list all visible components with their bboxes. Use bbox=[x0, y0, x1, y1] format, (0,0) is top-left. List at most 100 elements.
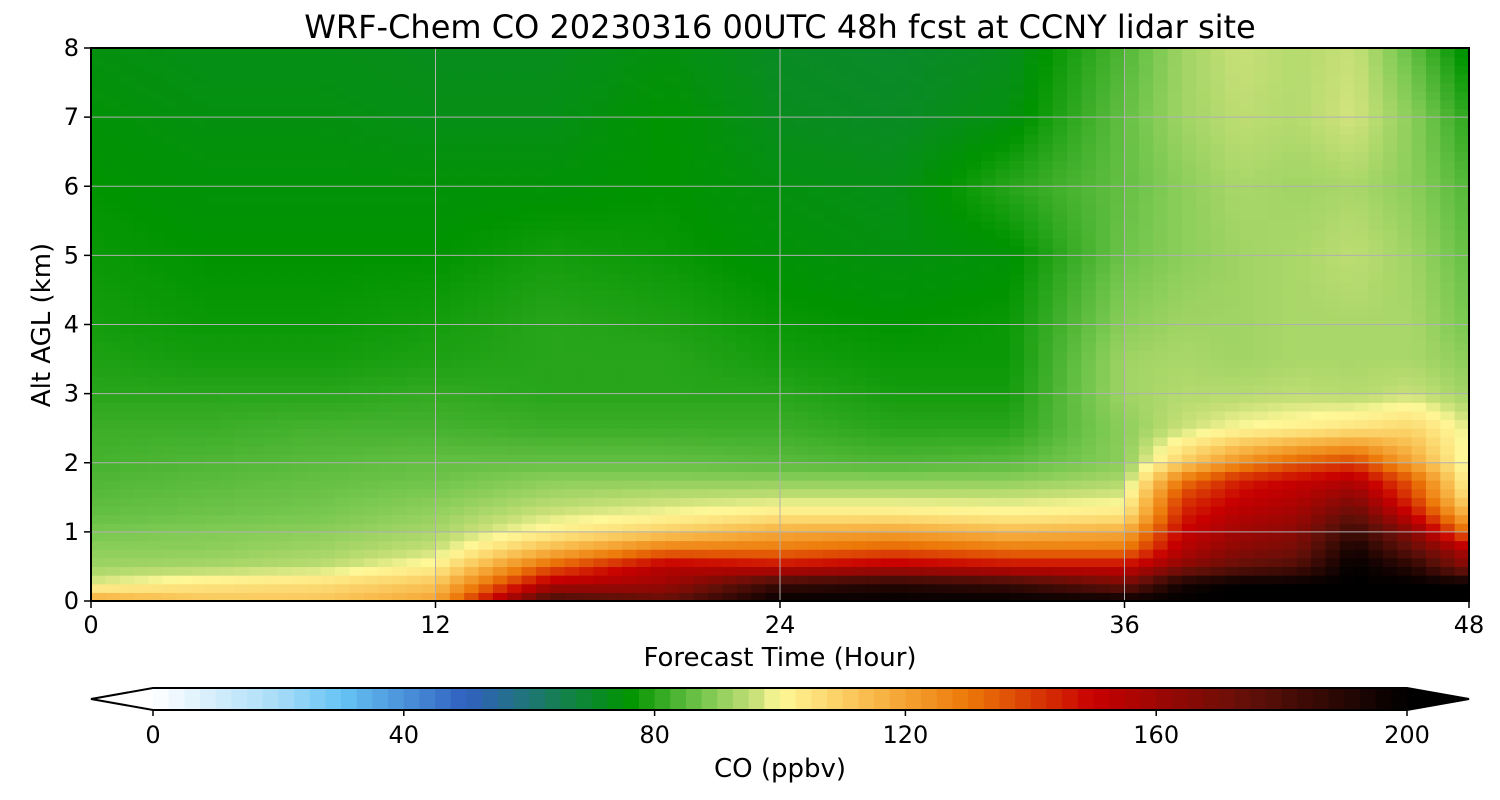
heatmap-cell bbox=[593, 56, 609, 66]
heatmap-cell bbox=[1167, 540, 1183, 550]
heatmap-cell bbox=[191, 341, 207, 352]
heatmap-cell bbox=[492, 566, 508, 576]
heatmap-cell bbox=[937, 73, 953, 84]
heatmap-cell bbox=[866, 333, 882, 343]
heatmap-cell bbox=[679, 359, 695, 369]
heatmap-cell bbox=[794, 246, 810, 256]
heatmap-cell bbox=[177, 229, 193, 239]
heatmap-cell bbox=[1067, 238, 1083, 248]
heatmap-cell bbox=[937, 436, 953, 447]
heatmap-cell bbox=[478, 419, 494, 429]
heatmap-cell bbox=[535, 307, 551, 317]
heatmap-cell bbox=[851, 203, 867, 213]
heatmap-cell bbox=[722, 143, 738, 153]
heatmap-cell bbox=[521, 315, 537, 326]
heatmap-cell bbox=[378, 65, 394, 75]
heatmap-cell bbox=[650, 212, 666, 222]
heatmap-cell bbox=[780, 523, 795, 533]
heatmap-cell bbox=[263, 238, 279, 248]
heatmap-cell bbox=[693, 367, 709, 377]
heatmap-cell bbox=[134, 384, 150, 395]
heatmap-cell bbox=[521, 91, 537, 101]
heatmap-cell bbox=[607, 272, 623, 282]
heatmap-cell bbox=[392, 324, 408, 334]
heatmap-cell bbox=[708, 281, 724, 291]
heatmap-cell bbox=[335, 557, 350, 568]
heatmap-cell bbox=[794, 255, 810, 265]
heatmap-cell bbox=[449, 315, 465, 326]
heatmap-cell bbox=[823, 557, 839, 568]
heatmap-cell bbox=[1124, 592, 1140, 601]
heatmap-cell bbox=[952, 384, 968, 395]
heatmap-cell bbox=[1196, 281, 1212, 291]
heatmap-cell bbox=[220, 436, 236, 447]
heatmap-cell bbox=[1052, 359, 1068, 369]
heatmap-cell bbox=[808, 454, 824, 464]
heatmap-cell bbox=[91, 419, 106, 429]
heatmap-cell bbox=[1167, 480, 1183, 490]
heatmap-cell bbox=[535, 264, 551, 274]
heatmap-cell bbox=[693, 177, 709, 187]
heatmap-cell bbox=[736, 203, 752, 213]
heatmap-cell bbox=[622, 410, 638, 421]
heatmap-cell bbox=[162, 73, 178, 84]
heatmap-cell bbox=[1052, 445, 1068, 455]
heatmap-cell bbox=[521, 220, 537, 231]
heatmap-cell bbox=[177, 73, 193, 84]
heatmap-cell bbox=[1095, 393, 1111, 403]
heatmap-cell bbox=[1024, 523, 1039, 533]
heatmap-cell bbox=[1024, 462, 1039, 472]
heatmap-cell bbox=[794, 203, 810, 213]
heatmap-cell bbox=[722, 445, 738, 455]
heatmap-cell bbox=[406, 505, 422, 516]
heatmap-cell bbox=[995, 82, 1011, 92]
heatmap-cell bbox=[162, 359, 178, 369]
heatmap-cell bbox=[722, 497, 738, 507]
heatmap-cell bbox=[248, 557, 264, 568]
heatmap-cell bbox=[521, 177, 537, 187]
heatmap-cell bbox=[1038, 531, 1054, 542]
heatmap-cell bbox=[808, 359, 824, 369]
heatmap-cell bbox=[492, 143, 508, 153]
heatmap-cell bbox=[1024, 48, 1039, 58]
heatmap-cell bbox=[1167, 592, 1183, 601]
heatmap-cell bbox=[535, 505, 551, 516]
heatmap-cell bbox=[650, 471, 666, 481]
heatmap-cell bbox=[1067, 384, 1083, 395]
heatmap-cell bbox=[464, 220, 480, 231]
heatmap-cell bbox=[449, 410, 465, 421]
heatmap-cell bbox=[392, 91, 408, 101]
heatmap-cell bbox=[1095, 488, 1111, 498]
heatmap-cell bbox=[923, 229, 939, 239]
heatmap-cell bbox=[291, 229, 307, 239]
heatmap-cell bbox=[650, 194, 666, 205]
heatmap-cell bbox=[1124, 566, 1140, 576]
heatmap-cell bbox=[291, 549, 307, 559]
heatmap-cell bbox=[866, 480, 882, 490]
heatmap-cell bbox=[866, 48, 882, 58]
heatmap-cell bbox=[478, 428, 494, 438]
heatmap-cell bbox=[1052, 575, 1068, 585]
heatmap-cell bbox=[909, 575, 925, 585]
heatmap-cell bbox=[1052, 315, 1068, 326]
heatmap-cell bbox=[794, 151, 810, 161]
heatmap-cell bbox=[1052, 454, 1068, 464]
heatmap-cell bbox=[320, 134, 336, 144]
heatmap-cell bbox=[937, 341, 953, 352]
heatmap-cell bbox=[478, 393, 494, 403]
heatmap-cell bbox=[622, 505, 638, 516]
heatmap-cell bbox=[593, 454, 609, 464]
heatmap-cell bbox=[1167, 177, 1183, 187]
heatmap-cell bbox=[535, 341, 551, 352]
heatmap-cell bbox=[1153, 229, 1169, 239]
heatmap-cell bbox=[808, 220, 824, 231]
heatmap-cell bbox=[1181, 281, 1197, 291]
heatmap-cell bbox=[449, 359, 465, 369]
heatmap-cell bbox=[1138, 324, 1154, 334]
heatmap-cell bbox=[1024, 125, 1039, 136]
heatmap-cell bbox=[134, 523, 150, 533]
heatmap-cell bbox=[823, 255, 839, 265]
heatmap-cell bbox=[349, 384, 365, 395]
heatmap-cell bbox=[1196, 436, 1212, 447]
heatmap-cell bbox=[349, 445, 365, 455]
